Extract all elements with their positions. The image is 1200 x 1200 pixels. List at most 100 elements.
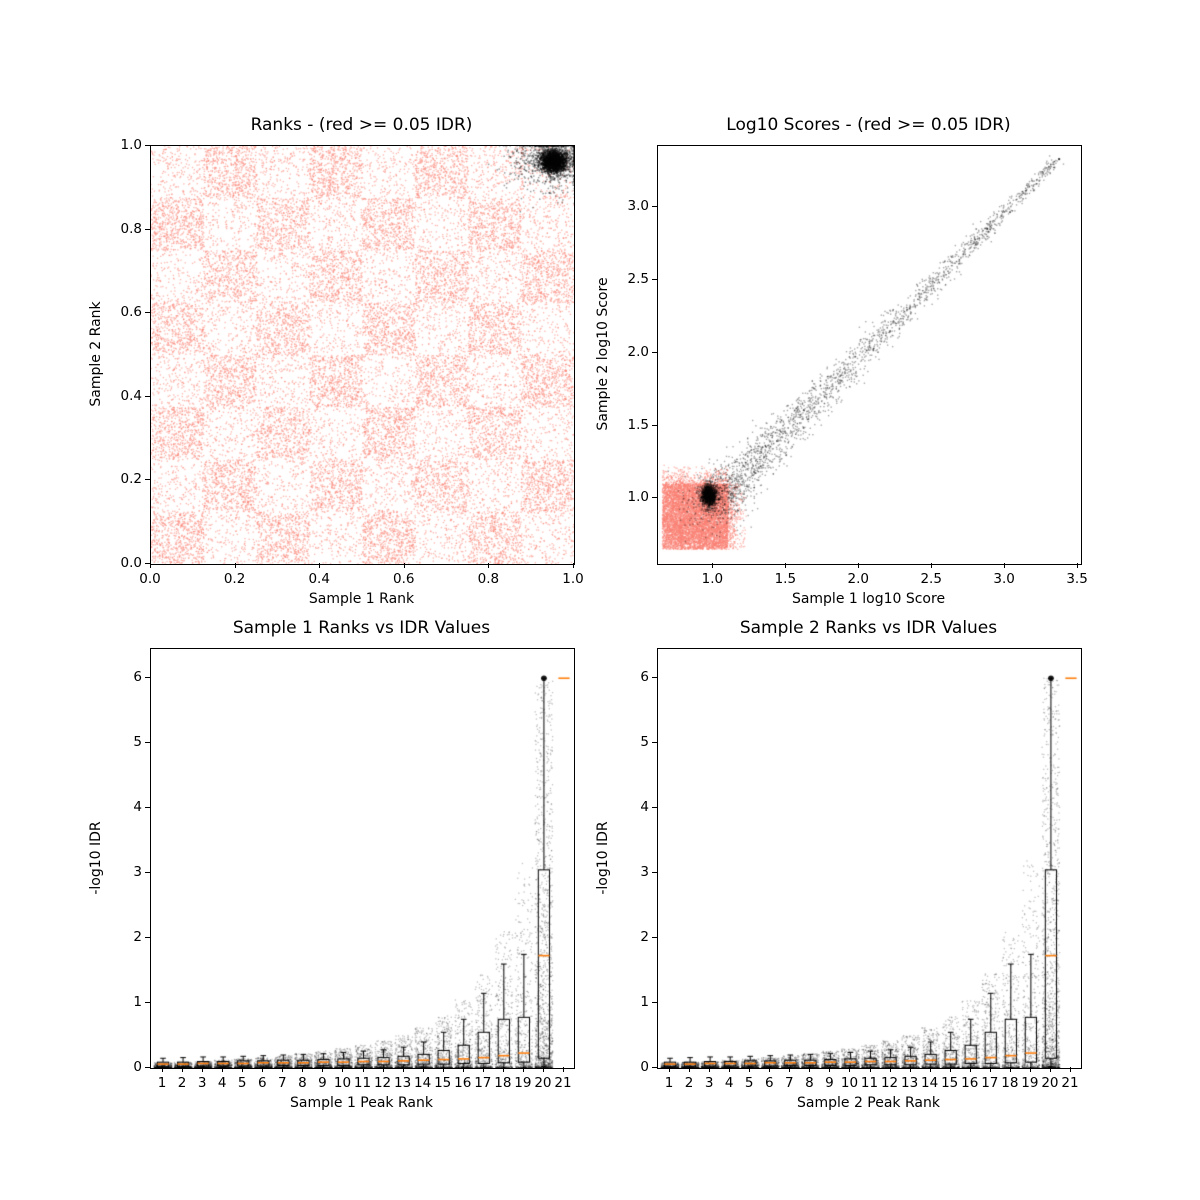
y-axis-label: -log10 IDR: [88, 820, 104, 895]
plot-area: [657, 145, 1082, 565]
x-tick-mark: [989, 1067, 991, 1072]
x-tick-label: 17: [981, 1075, 999, 1091]
x-tick-label: 18: [494, 1075, 512, 1091]
y-tick-mark: [652, 351, 657, 353]
x-tick-label: 20: [1041, 1075, 1059, 1091]
y-tick-mark: [145, 563, 150, 564]
y-tick-label: 6: [133, 669, 142, 686]
y-tick-label: 2.0: [627, 343, 649, 360]
x-tick-mark: [242, 1067, 244, 1072]
x-tick-mark: [162, 1067, 164, 1072]
x-tick-label: 9: [825, 1075, 834, 1091]
y-tick-mark: [145, 742, 150, 744]
x-tick-mark: [150, 563, 151, 568]
x-tick-mark: [669, 1067, 671, 1072]
x-tick-label: 6: [764, 1075, 774, 1091]
chart-title: Sample 1 Ranks vs IDR Values: [232, 618, 491, 638]
y-tick-mark: [652, 742, 657, 744]
y-tick-label: 0.8: [120, 220, 142, 237]
y-tick-mark: [652, 937, 657, 939]
x-tick-label: 2: [177, 1075, 187, 1091]
x-tick-label: 11: [353, 1075, 372, 1091]
x-tick-mark: [222, 1067, 224, 1072]
chart-title: Sample 2 Ranks vs IDR Values: [739, 618, 998, 638]
y-tick-label: 3.0: [627, 198, 649, 215]
y-tick-label: 5: [133, 734, 142, 751]
y-tick-mark: [145, 395, 150, 397]
y-tick-label: 6: [640, 669, 649, 686]
y-tick-label: 1.0: [627, 489, 649, 506]
axis-ticks: 0.0 0.2 0.4 0.6 0.8 1.0 0.0 0.2 0.4 0.6 0.8 1.0: [121, 137, 584, 587]
x-tick-label: 2.5: [920, 571, 942, 587]
x-tick-mark: [849, 1067, 851, 1072]
x-tick-mark: [829, 1067, 831, 1072]
ranks-scatter-canvas: [151, 146, 574, 564]
x-tick-label: 3: [197, 1075, 207, 1091]
x-tick-mark: [403, 563, 405, 568]
x-tick-mark: [809, 1067, 811, 1072]
x-tick-label: 7: [278, 1075, 287, 1091]
y-tick-label: 2.5: [627, 270, 649, 287]
x-tick-label: 3: [704, 1075, 714, 1091]
chart-title: Log10 Scores - (red >= 0.05 IDR): [726, 115, 1011, 135]
x-tick-mark: [542, 1067, 544, 1072]
sample1-rank-idr-canvas: [151, 649, 574, 1068]
x-tick-label: 19: [514, 1075, 532, 1091]
y-tick-label: 0: [133, 1059, 142, 1075]
axis-ticks: 1 2 3 4 5 6 7 8 9 10 11 12 13 14 15 16 17 18 19 20 21 0 1 2 3 4 5 6: [640, 648, 1080, 1091]
x-tick-mark: [342, 1067, 344, 1072]
y-tick-mark: [145, 937, 150, 939]
x-tick-label: 0.6: [393, 571, 415, 587]
x-tick-mark: [969, 1067, 971, 1072]
x-tick-mark: [488, 563, 490, 568]
x-tick-mark: [931, 563, 933, 568]
x-axis-label: Sample 1 Peak Rank: [290, 1095, 433, 1111]
x-tick-label: 11: [860, 1075, 879, 1091]
x-tick-label: 7: [785, 1075, 794, 1091]
y-tick-label: 2: [640, 929, 649, 946]
x-tick-mark: [1009, 1067, 1011, 1072]
x-tick-label: 15: [434, 1075, 452, 1091]
x-tick-mark: [929, 1067, 931, 1072]
y-tick-label: 3: [640, 864, 649, 881]
x-tick-mark: [729, 1067, 731, 1072]
axis-ticks: 1 2 3 4 5 6 7 8 9 10 11 12 13 14 15 16 17 18 19 20 21 0 1 2 3 4 5 6: [133, 648, 573, 1091]
axis-ticks: 1.0 1.5 2.0 2.5 3.0 3.5 1.0 1.5 2.0 2.5 3.0: [628, 145, 1088, 587]
x-tick-label: 5: [237, 1075, 247, 1091]
x-tick-label: 9: [318, 1075, 327, 1091]
x-tick-mark: [562, 1067, 564, 1072]
x-tick-label: 2.0: [847, 571, 870, 587]
x-axis-label: Sample 1 Rank: [308, 591, 415, 607]
x-tick-label: 3.5: [1066, 571, 1088, 587]
y-tick-label: 1.0: [120, 137, 142, 153]
x-tick-label: 14: [414, 1075, 432, 1091]
x-tick-mark: [182, 1067, 184, 1072]
x-tick-label: 21: [1061, 1075, 1079, 1091]
y-axis-label: -log10 IDR: [595, 820, 611, 895]
x-tick-label: 1: [664, 1075, 674, 1091]
plot-area: [150, 648, 575, 1069]
x-tick-label: 20: [534, 1075, 552, 1091]
chart-title: Ranks - (red >= 0.05 IDR): [250, 115, 473, 135]
y-tick-label: 2: [133, 929, 142, 946]
x-axis-label: Sample 2 Peak Rank: [797, 1095, 940, 1111]
y-tick-mark: [145, 145, 150, 146]
y-tick-mark: [652, 278, 657, 280]
x-axis-label: Sample 1 log10 Score: [791, 591, 946, 607]
x-tick-mark: [869, 1067, 871, 1072]
x-tick-mark: [382, 1067, 384, 1072]
x-tick-mark: [302, 1067, 304, 1072]
y-tick-label: 0.6: [120, 304, 142, 321]
plot-area: [657, 648, 1082, 1069]
x-tick-mark: [1049, 1067, 1051, 1072]
x-tick-mark: [462, 1067, 464, 1072]
x-tick-label: 4: [724, 1075, 734, 1091]
x-tick-label: 1: [157, 1075, 167, 1091]
y-tick-mark: [145, 1067, 150, 1068]
x-tick-label: 5: [744, 1075, 754, 1091]
y-tick-label: 5: [640, 734, 649, 751]
x-tick-mark: [909, 1067, 911, 1072]
x-tick-mark: [319, 563, 321, 568]
x-tick-label: 4: [217, 1075, 227, 1091]
x-tick-label: 0.8: [477, 571, 500, 587]
